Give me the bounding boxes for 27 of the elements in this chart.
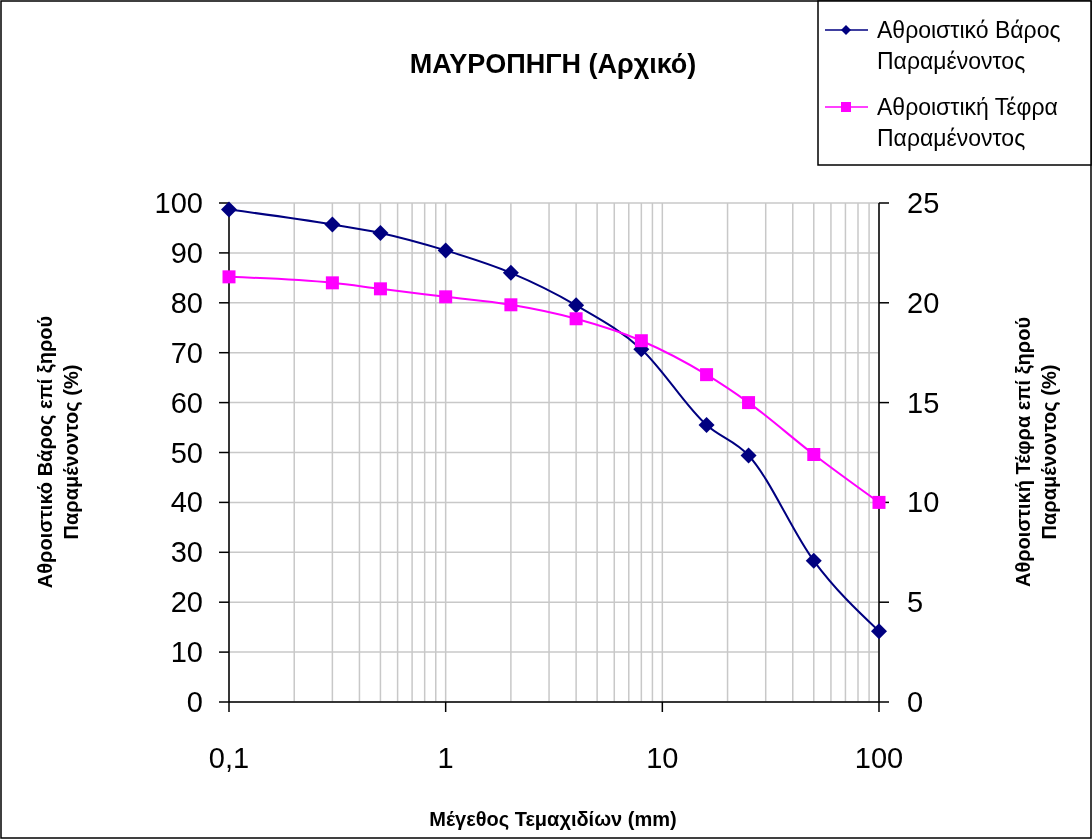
y2-tick-label: 5 — [907, 586, 924, 619]
x-tick-label: 1 — [437, 742, 454, 774]
y-axis-title: Αθροιστικό Βάρος επί ξηρού Παραμένοντος (%) — [34, 315, 82, 589]
y-tick-label: 80 — [170, 286, 203, 319]
y-tick-label: 20 — [170, 586, 203, 619]
y-tick-label: 30 — [170, 536, 203, 569]
y2-tick-label: 15 — [907, 386, 940, 419]
y2-tick-label: 10 — [907, 486, 940, 519]
y-tick-label: 0 — [186, 686, 203, 718]
legend-label: Αθροιστική Τέφρα Παραμένοντος — [877, 94, 1058, 151]
y-tick-label: 60 — [170, 386, 203, 419]
y2-tick-label: 0 — [907, 686, 924, 718]
y-tick-label: 90 — [170, 236, 203, 269]
y-tick-label: 50 — [170, 436, 203, 469]
x-tick-label: 100 — [854, 742, 904, 774]
y-tick-label: 100 — [154, 187, 203, 219]
x-axis-title: Μέγεθος Τεμαχιδίων (mm) — [429, 808, 677, 830]
y-tick-label: 70 — [170, 336, 203, 369]
y2-tick-label: 20 — [907, 286, 940, 319]
y-tick-label: 10 — [170, 636, 203, 669]
legend-label: Αθροιστικό Βάρος Παραμένοντος — [877, 17, 1061, 74]
y2-tick-label: 25 — [907, 187, 940, 219]
y-tick-label: 40 — [170, 486, 203, 519]
x-tick-label: 0,1 — [208, 742, 250, 774]
chart-title: ΜΑΥΡΟΠΗΓΗ (Αρχικό) — [409, 49, 697, 79]
y2-axis-title: Αθροιστική Τέφρα επί ξηρού Παραμένοντος (%) — [1012, 316, 1060, 588]
x-tick-label: 10 — [646, 742, 679, 774]
